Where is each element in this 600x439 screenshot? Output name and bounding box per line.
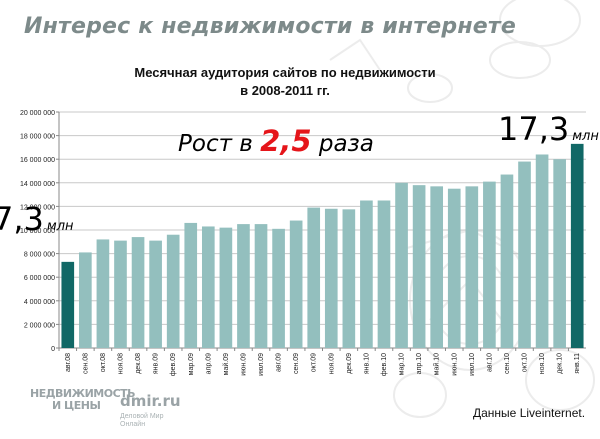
bar <box>483 181 496 348</box>
dmir-logo-tagline: Деловой Мир Онлайн <box>120 413 164 428</box>
x-tick-label: сен.10 <box>504 353 511 374</box>
bar <box>61 261 75 348</box>
y-tick-label: 12 000 000 <box>20 204 55 211</box>
x-tick-label: апр.09 <box>205 353 212 374</box>
x-tick-label: окт.10 <box>522 353 529 372</box>
chart-title-line-2: в 2008-2011 гг. <box>240 83 330 98</box>
bar <box>377 200 391 348</box>
growth-suffix: раза <box>318 131 374 157</box>
dmir-logo: dmir.ru <box>120 392 181 410</box>
x-tick-label: дек.08 <box>135 353 142 374</box>
x-tick-label: ноя.08 <box>117 353 124 374</box>
last-value-unit: млн <box>572 129 599 144</box>
first-value-unit: млн <box>46 219 74 234</box>
bar <box>500 174 514 348</box>
bar <box>149 240 162 348</box>
x-tick-label: авг.09 <box>276 353 283 372</box>
growth-prefix: Рост в <box>178 131 253 157</box>
bar <box>201 226 215 348</box>
x-tick-label: июл.10 <box>469 353 476 376</box>
bar <box>237 224 250 348</box>
bar <box>184 222 198 348</box>
bar <box>465 186 479 348</box>
bar <box>272 228 285 348</box>
x-tick-label: ноя.09 <box>328 353 335 374</box>
y-tick-label: 0 <box>51 346 55 353</box>
bar <box>114 240 127 348</box>
bar <box>412 185 426 348</box>
x-tick-label: фев.10 <box>381 353 388 376</box>
x-tick-label: апр.10 <box>416 353 423 374</box>
y-tick-label: 16 000 000 <box>20 157 55 164</box>
bar <box>360 200 373 348</box>
first-value-number: 7,3 <box>0 200 44 238</box>
x-tick-label: июн.10 <box>451 353 458 376</box>
y-tick-label: 18 000 000 <box>20 134 55 141</box>
bar <box>570 143 584 348</box>
growth-callout: Рост в 2,5 раза <box>178 124 374 158</box>
x-tick-label: окт.09 <box>311 353 318 372</box>
bar <box>535 154 549 348</box>
bar <box>342 209 356 348</box>
x-tick-label: дек.10 <box>557 353 564 374</box>
data-source-note: Данные Liveinternet. <box>473 406 586 420</box>
x-tick-label: июн.09 <box>240 353 247 376</box>
bar <box>307 207 321 348</box>
x-tick-label: окт.08 <box>100 353 107 372</box>
bar <box>96 239 110 348</box>
slide-title: Интерес к недвижимости в интернете <box>24 14 516 39</box>
bar <box>254 224 268 348</box>
last-value-callout: 17,3 млн <box>498 110 599 148</box>
bar <box>447 188 461 348</box>
y-tick-label: 6 000 000 <box>24 275 55 282</box>
x-tick-label: июл.09 <box>258 353 265 376</box>
x-tick-label: янв.09 <box>153 353 160 374</box>
y-tick-label: 20 000 000 <box>20 110 55 117</box>
x-tick-label: дек.09 <box>346 353 353 374</box>
x-tick-label: авг.08 <box>65 353 72 372</box>
bar <box>518 161 531 348</box>
y-tick-label: 8 000 000 <box>24 252 55 259</box>
bar <box>553 159 566 348</box>
bar <box>131 237 145 348</box>
logo-main-text: НЕДВИЖИМОСТЬ <box>30 387 136 400</box>
x-tick-label: мар.09 <box>188 353 195 375</box>
x-tick-label: мар.10 <box>399 353 406 375</box>
logo-sub-text: И ЦЕНЫ <box>52 399 101 412</box>
y-tick-label: 10 000 000 <box>20 228 55 235</box>
x-tick-label: ноя.10 <box>539 353 546 374</box>
first-value-callout: 7,3 млн <box>0 200 74 238</box>
last-value-number: 17,3 <box>498 110 570 148</box>
bar <box>289 220 303 348</box>
bar <box>219 227 233 348</box>
bar <box>79 252 92 348</box>
x-tick-label: май.09 <box>222 353 230 375</box>
x-tick-label: фев.09 <box>170 353 177 376</box>
nedvizhimost-logo: НЕДВИЖИМОСТЬ И ЦЕНЫ <box>30 387 136 412</box>
bar <box>324 208 338 348</box>
x-tick-label: сен.08 <box>82 353 89 374</box>
bar <box>430 186 444 348</box>
x-tick-label: авг.10 <box>486 353 493 372</box>
x-tick-label: янв.11 <box>574 353 581 374</box>
x-tick-label: май.10 <box>433 353 441 375</box>
bar <box>395 182 408 348</box>
x-tick-label: сен.09 <box>293 353 300 374</box>
chart-title: Месячная аудитория сайтов по недвижимост… <box>120 64 450 100</box>
growth-value: 2,5 <box>260 124 312 158</box>
y-tick-label: 4 000 000 <box>24 299 55 306</box>
y-tick-label: 14 000 000 <box>20 181 55 188</box>
x-tick-label: янв.10 <box>363 353 370 374</box>
chart-title-line-1: Месячная аудитория сайтов по недвижимост… <box>134 65 436 80</box>
y-tick-label: 2 000 000 <box>24 322 55 329</box>
bar <box>166 234 180 348</box>
